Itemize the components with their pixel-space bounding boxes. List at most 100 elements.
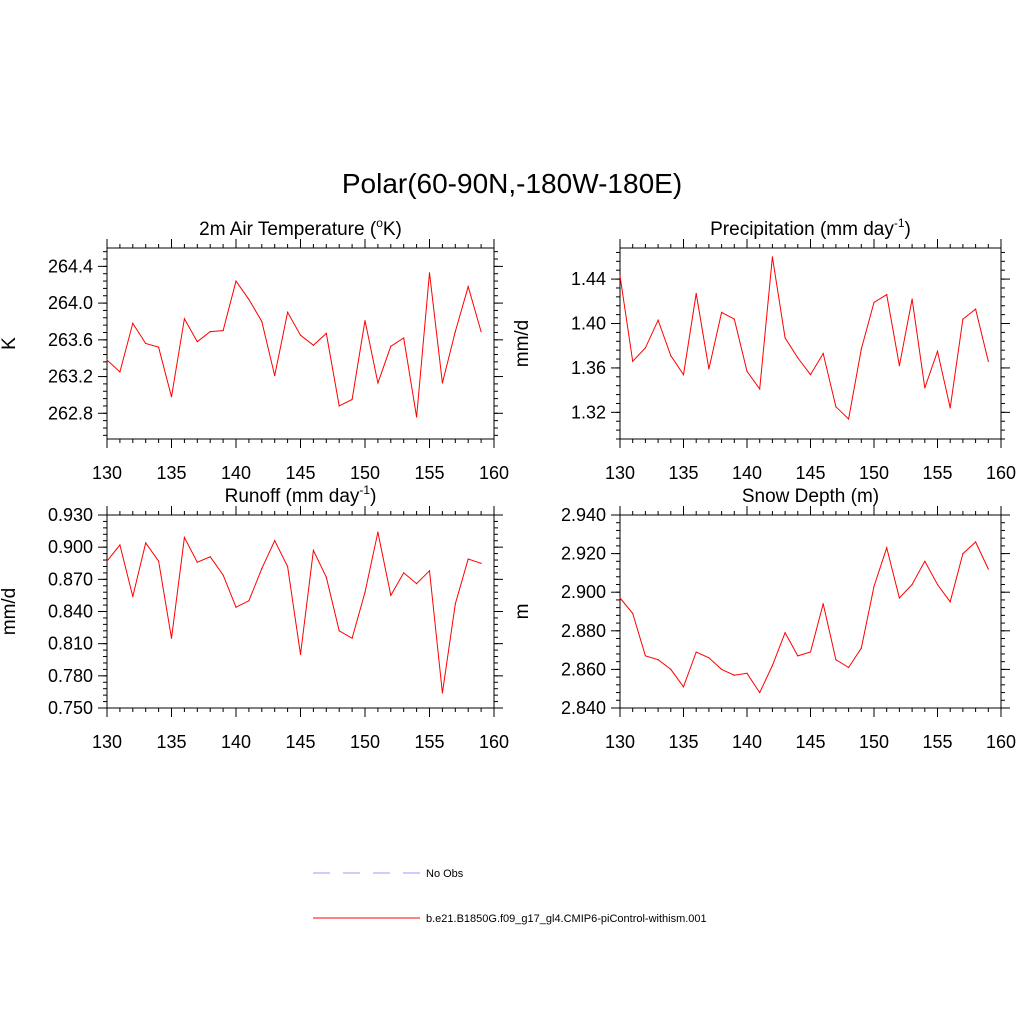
data-point <box>274 375 276 377</box>
y-tick-label: 0.930 <box>48 505 93 525</box>
data-point <box>364 591 366 593</box>
data-point <box>183 536 185 539</box>
series-line <box>106 272 482 418</box>
y-tick-label: 2.920 <box>561 544 606 564</box>
data-point <box>170 637 173 639</box>
plot-frame <box>106 247 495 440</box>
data-point <box>873 301 875 304</box>
data-point <box>183 318 185 320</box>
data-point <box>416 416 418 418</box>
x-tick-label: 130 <box>92 732 122 752</box>
data-point <box>936 350 939 352</box>
data-point <box>454 330 456 333</box>
data-point <box>454 603 456 605</box>
data-point <box>848 418 850 420</box>
data-point <box>682 686 685 688</box>
data-point <box>848 666 850 669</box>
x-tick-label: 145 <box>795 463 825 483</box>
x-tick-label: 160 <box>479 463 509 483</box>
x-tick-label: 140 <box>732 463 762 483</box>
data-point <box>924 387 926 389</box>
data-point <box>390 345 392 347</box>
data-point <box>860 647 862 649</box>
data-point <box>287 565 289 568</box>
panel-snow-depth: 130 135 140 145 150 155 160 2.840 2.860 2.880 2.90… <box>512 486 1016 752</box>
data-point <box>733 674 735 676</box>
y-tick-label: 0.840 <box>48 602 93 622</box>
x-tick-label: 135 <box>668 463 698 483</box>
data-point <box>480 330 482 333</box>
y-tick-label: 1.32 <box>571 402 606 422</box>
y-tick-label: 0.810 <box>48 634 93 654</box>
data-point <box>708 368 710 370</box>
x-tick-label: 155 <box>414 463 444 483</box>
data-point <box>822 603 824 605</box>
y-axis-label: m <box>512 604 533 620</box>
plot-frame <box>106 514 495 709</box>
data-point <box>312 344 314 346</box>
series-line <box>106 532 482 694</box>
data-point <box>809 651 812 653</box>
x-tick-label: 140 <box>221 463 251 483</box>
x-tick-label: 130 <box>605 732 635 752</box>
x-tick-label: 150 <box>859 732 889 752</box>
y-tick-label: 1.40 <box>571 314 606 334</box>
panel-title: 2m Air Temperature (oK) <box>199 216 402 240</box>
data-point <box>886 294 888 296</box>
data-point <box>809 373 812 376</box>
y-tick-label: 0.780 <box>48 666 93 686</box>
x-tick-label: 135 <box>668 732 698 752</box>
data-point <box>428 272 431 274</box>
x-tick-label: 140 <box>732 732 762 752</box>
data-point <box>132 322 134 324</box>
data-point <box>364 319 366 322</box>
figure-title: Polar(60-90N,-180W-180E) <box>342 168 682 199</box>
data-point <box>695 651 697 653</box>
data-point <box>822 352 824 355</box>
data-point <box>158 346 160 348</box>
y-tick-label: 264.0 <box>48 293 93 313</box>
x-tick-label: 145 <box>285 732 315 752</box>
data-point <box>338 630 340 632</box>
data-point <box>106 560 108 562</box>
y-tick-label: 263.2 <box>48 367 93 387</box>
data-point <box>759 691 761 694</box>
data-point <box>797 357 799 359</box>
x-tick-label: 130 <box>92 463 122 483</box>
data-point <box>962 553 964 555</box>
data-point <box>248 298 250 301</box>
plot-frame <box>619 514 1002 709</box>
data-point <box>170 396 173 398</box>
data-point <box>299 653 302 655</box>
data-point <box>325 576 327 578</box>
series-line <box>619 256 989 421</box>
data-point <box>390 594 392 597</box>
legend-item: b.e21.B1850G.f09_g17_gl4.CMIP6-piControl… <box>313 913 707 925</box>
y-tick-label: 1.36 <box>571 358 606 378</box>
data-point <box>721 311 723 314</box>
data-point <box>377 382 379 384</box>
data-point <box>222 574 224 576</box>
data-point <box>299 334 302 336</box>
data-point <box>403 337 405 339</box>
data-point <box>657 659 659 661</box>
data-point <box>987 360 989 362</box>
data-point <box>708 657 710 659</box>
x-tick-label: 150 <box>350 463 380 483</box>
y-axis-label: mm/d <box>512 320 533 368</box>
x-tick-label: 145 <box>285 463 315 483</box>
data-point <box>467 558 469 560</box>
data-point <box>145 342 147 345</box>
data-point <box>119 544 121 546</box>
data-point <box>784 337 786 339</box>
plot-frame <box>619 247 1002 440</box>
data-point <box>158 560 160 562</box>
data-point <box>797 655 799 657</box>
data-point <box>467 285 469 288</box>
data-point <box>632 360 634 362</box>
data-point <box>670 355 672 357</box>
x-tick-label: 140 <box>221 732 251 752</box>
y-axis-label: K <box>0 337 20 350</box>
data-point <box>644 347 647 349</box>
